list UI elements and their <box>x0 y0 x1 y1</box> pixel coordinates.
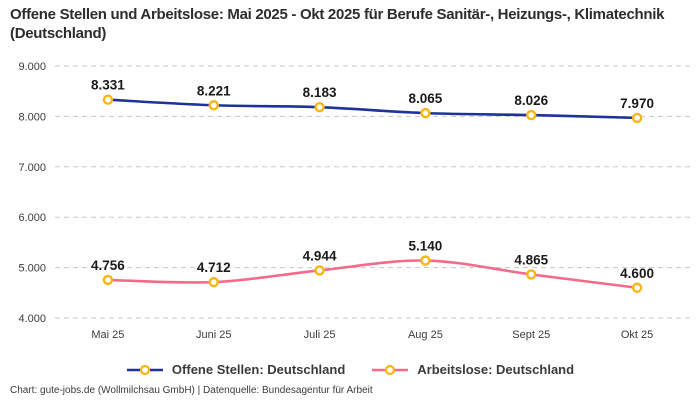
data-label: 8.221 <box>197 83 231 98</box>
legend-item-arbeitslose[interactable]: Arbeitslose: Deutschland <box>371 362 574 377</box>
y-tick-label: 7.000 <box>18 162 46 174</box>
data-label: 7.970 <box>620 96 654 111</box>
y-tick-label: 5.000 <box>18 263 46 275</box>
legend-marker-arbeitslose <box>372 364 409 375</box>
data-point[interactable] <box>314 101 325 113</box>
data-point[interactable] <box>102 274 114 286</box>
data-point[interactable] <box>420 107 431 119</box>
data-point[interactable] <box>208 276 219 288</box>
data-label: 4.944 <box>303 248 337 263</box>
data-label: 5.140 <box>409 239 443 254</box>
data-point[interactable] <box>631 282 643 293</box>
series-line-0 <box>106 98 639 120</box>
data-label: 4.712 <box>197 260 231 275</box>
x-tick-label: Mai 25 <box>91 329 124 341</box>
legend-label-arbeitslose: Arbeitslose: Deutschland <box>417 362 575 377</box>
chart-legend: Offene Stellen: Deutschland Arbeitslose:… <box>0 362 700 377</box>
y-tick-label: 9.000 <box>18 61 46 73</box>
data-point[interactable] <box>208 100 219 111</box>
y-tick-label: 8.000 <box>18 111 46 123</box>
data-point[interactable] <box>102 94 114 105</box>
y-tick-label: 4.000 <box>18 313 46 325</box>
data-label: 8.331 <box>91 78 125 93</box>
data-label: 4.600 <box>620 266 654 281</box>
y-tick-label: 6.000 <box>18 212 46 224</box>
data-label: 4.756 <box>91 258 125 273</box>
data-label: 8.183 <box>303 85 337 100</box>
x-tick-label: Sept 25 <box>512 329 550 341</box>
data-point[interactable] <box>420 255 431 266</box>
data-label: 4.865 <box>514 252 548 267</box>
x-tick-label: Juli 25 <box>304 329 336 341</box>
legend-item-offene-stellen[interactable]: Offene Stellen: Deutschland <box>126 362 345 377</box>
data-point[interactable] <box>631 112 643 124</box>
data-point[interactable] <box>526 269 537 280</box>
x-tick-label: Aug 25 <box>408 329 443 341</box>
x-tick-label: Juni 25 <box>196 329 231 341</box>
series-line-1 <box>106 259 639 290</box>
x-tick-label: Okt 25 <box>621 329 653 341</box>
legend-marker-offene-stellen <box>126 364 163 375</box>
data-point[interactable] <box>526 109 537 121</box>
data-label: 8.026 <box>514 93 548 108</box>
legend-label-offene-stellen: Offene Stellen: Deutschland <box>171 362 346 377</box>
chart-title: Offene Stellen und Arbeitslose: Mai 2025… <box>10 6 665 43</box>
chart-footer: Chart: gute-jobs.de (Wollmilchsau GmbH) … <box>10 385 373 396</box>
data-label: 8.065 <box>409 91 443 106</box>
data-point[interactable] <box>314 265 325 276</box>
